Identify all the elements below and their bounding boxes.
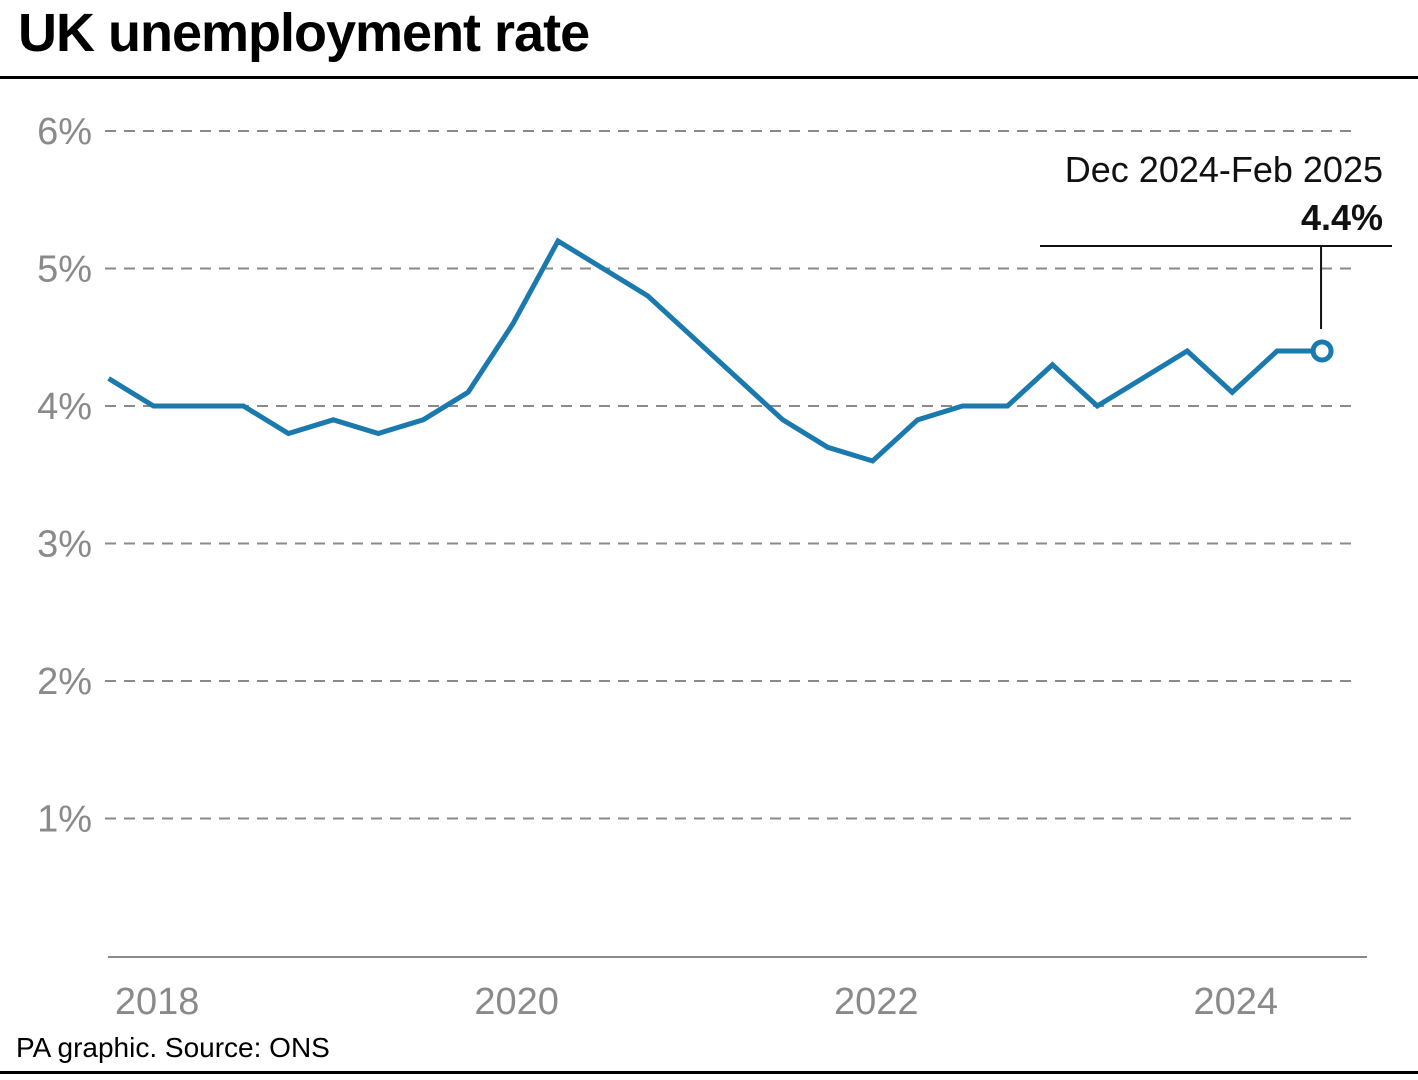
y-tick-label: 3% — [37, 524, 92, 566]
y-tick-label: 6% — [37, 111, 92, 153]
title-divider — [0, 76, 1418, 79]
y-axis-ticks: 1% 2% 3% 4% 5% 6% — [37, 111, 92, 841]
x-tick-label: 2020 — [474, 981, 559, 1023]
x-tick-label: 2024 — [1193, 981, 1278, 1023]
y-tick-label: 2% — [37, 661, 92, 703]
chart-title: UK unemployment rate — [18, 3, 590, 63]
x-tick-label: 2018 — [115, 981, 200, 1023]
latest-value-marker — [1310, 339, 1334, 363]
y-tick-label: 1% — [37, 799, 92, 841]
x-tick-label: 2022 — [834, 981, 919, 1023]
annotation: Dec 2024-Feb 2025 4.4% — [1040, 149, 1392, 329]
annotation-value: 4.4% — [1301, 197, 1383, 238]
source-note: PA graphic. Source: ONS — [16, 1032, 330, 1063]
series — [107, 237, 1334, 464]
y-tick-label: 4% — [37, 386, 92, 428]
footer-divider — [0, 1071, 1418, 1074]
gridlines — [105, 130, 1358, 820]
annotation-period: Dec 2024-Feb 2025 — [1065, 149, 1383, 190]
line-chart: 1% 2% 3% 4% 5% 6% 2018 2020 2022 2024 Dec 2024-F… — [37, 111, 1392, 1023]
y-tick-label: 5% — [37, 249, 92, 291]
x-axis-ticks: 2018 2020 2022 2024 — [115, 981, 1278, 1023]
series-line — [107, 237, 1323, 464]
